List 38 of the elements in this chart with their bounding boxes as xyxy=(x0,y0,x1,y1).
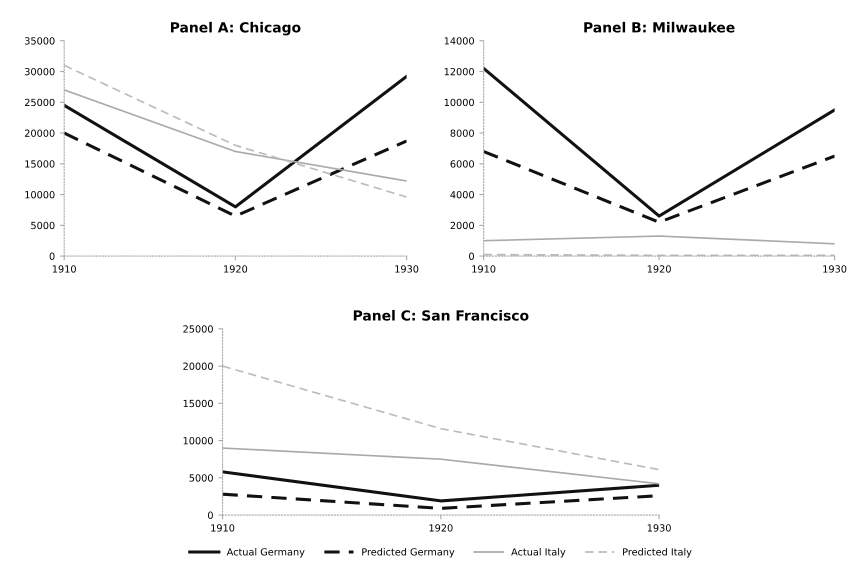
y-tick-label: 5000 xyxy=(31,222,55,230)
y-tick-label: 15000 xyxy=(25,160,55,168)
y-tick-label: 25000 xyxy=(24,98,55,106)
y-tick-label: 5000 xyxy=(190,474,213,482)
legend-label: Predicted Germany xyxy=(362,548,454,558)
y-tick-label: 6000 xyxy=(450,160,474,168)
chart-title: Panel B: Milwaukee xyxy=(584,22,735,33)
y-tick-label: 35000 xyxy=(24,37,55,45)
x-tick-label: 1920 xyxy=(430,524,453,532)
chart-title: Panel A: Chicago xyxy=(170,22,301,36)
x-tick-label: 1920 xyxy=(648,265,671,273)
legend-label: Actual Germany xyxy=(226,548,305,558)
x-tick-label: 1910 xyxy=(211,524,234,532)
y-tick-label: 14000 xyxy=(444,37,474,45)
x-tick-label: 1930 xyxy=(648,524,671,532)
y-tick-label: 12000 xyxy=(444,68,474,76)
y-tick-label: 0 xyxy=(208,512,213,519)
y-tick-label: 30000 xyxy=(24,68,55,76)
x-tick-label: 1910 xyxy=(52,265,76,273)
y-tick-label: 2000 xyxy=(450,222,474,230)
y-tick-label: 10000 xyxy=(444,98,474,106)
y-tick-label: 25000 xyxy=(183,325,213,333)
x-tick-label: 1910 xyxy=(472,265,496,273)
y-tick-label: 4000 xyxy=(450,191,474,198)
y-tick-label: 10000 xyxy=(184,437,213,444)
y-tick-label: 15000 xyxy=(184,400,213,408)
y-tick-label: 20000 xyxy=(24,130,55,137)
y-tick-label: 20000 xyxy=(183,362,213,370)
legend-label: Predicted Italy xyxy=(623,548,692,558)
y-tick-label: 0 xyxy=(50,252,55,260)
y-tick-label: 8000 xyxy=(450,130,474,137)
x-tick-label: 1920 xyxy=(224,265,248,273)
x-tick-label: 1930 xyxy=(395,265,418,273)
y-tick-label: 10000 xyxy=(25,191,55,198)
chart-title: Panel C: San Francisco xyxy=(354,310,528,321)
x-tick-label: 1930 xyxy=(823,265,846,273)
y-tick-label: 0 xyxy=(469,252,474,260)
legend-label: Actual Italy xyxy=(511,548,566,558)
